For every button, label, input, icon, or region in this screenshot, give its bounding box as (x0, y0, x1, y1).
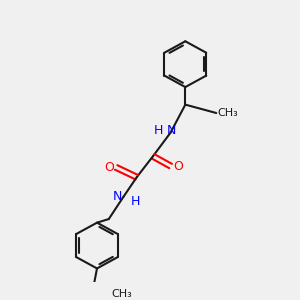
Text: CH₃: CH₃ (218, 108, 238, 118)
Text: N: N (113, 190, 122, 203)
Text: O: O (104, 161, 114, 174)
Text: CH₃: CH₃ (112, 290, 133, 299)
Text: H: H (154, 124, 163, 137)
Text: O: O (173, 160, 183, 172)
Text: N: N (167, 124, 176, 137)
Text: H: H (131, 195, 141, 208)
